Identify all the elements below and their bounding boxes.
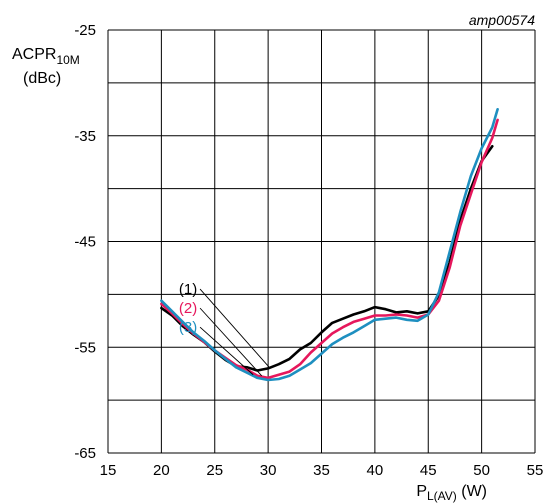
x-tick-label: 40 <box>367 462 384 479</box>
reference-code: amp00574 <box>469 12 535 28</box>
y-axis-label: ACPR10M <box>12 46 80 67</box>
y-axis-label-main: ACPR <box>12 46 56 63</box>
y-axis-label-sub: 10M <box>56 53 79 67</box>
x-tick-label: 55 <box>527 462 544 479</box>
series-callouts: (1) (2) (3) <box>179 281 271 377</box>
y-tick-labels: -65 -55 -45 -35 -25 <box>74 22 96 462</box>
x-axis-label-sub: L(AV) <box>427 489 457 503</box>
x-tick-label: 50 <box>473 462 490 479</box>
series-callout-label: (1) <box>179 281 197 298</box>
x-tick-labels: 15 20 25 30 35 40 45 50 55 <box>100 462 544 479</box>
callout-leader-3 <box>199 326 254 376</box>
series-line-3 <box>160 108 499 382</box>
grid-lines <box>107 29 536 454</box>
y-tick-label: -45 <box>74 234 96 251</box>
y-tick-label: -35 <box>74 128 96 145</box>
y-tick-label: -65 <box>74 445 96 462</box>
callout-leader-1 <box>199 288 271 369</box>
x-tick-label: 35 <box>313 462 330 479</box>
x-axis-label-main: P <box>416 483 427 500</box>
series-lines <box>160 108 499 382</box>
x-tick-label: 25 <box>206 462 223 479</box>
x-tick-label: 45 <box>420 462 437 479</box>
y-tick-label: -55 <box>74 339 96 356</box>
callout-leader-2 <box>199 307 263 377</box>
series-callout-label: (2) <box>179 300 197 317</box>
y-tick-label: -25 <box>74 22 96 39</box>
x-tick-label: 30 <box>260 462 277 479</box>
x-tick-label: 20 <box>153 462 170 479</box>
x-axis-label-unit: (W) <box>457 483 487 500</box>
x-axis-label: PL(AV) (W) <box>416 483 487 503</box>
series-callout-label: (3) <box>179 319 197 336</box>
y-axis-unit: (dBc) <box>23 70 61 87</box>
x-tick-label: 15 <box>100 462 117 479</box>
